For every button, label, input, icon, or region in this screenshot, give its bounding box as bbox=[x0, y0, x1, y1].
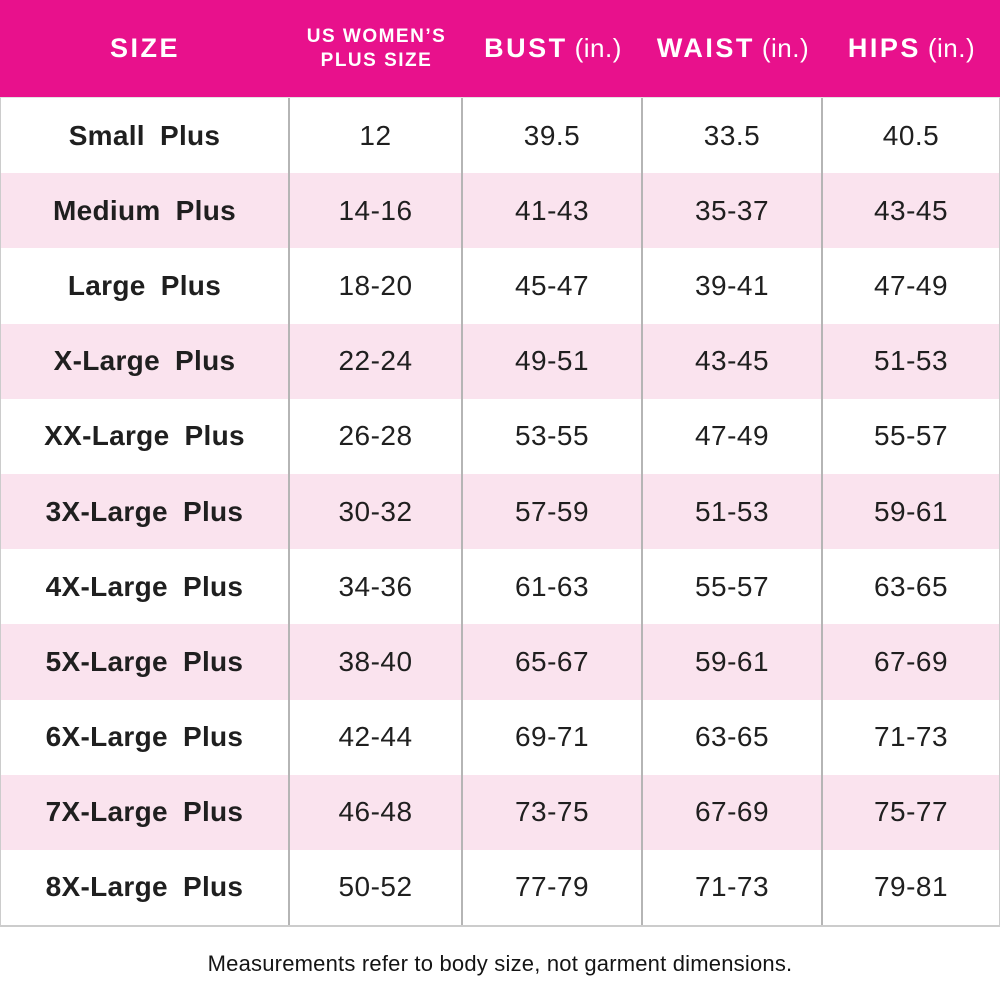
cell-us-plus-size: 30-32 bbox=[290, 473, 463, 550]
table-body: Small Plus 12 39.5 33.5 40.5 Medium Plus 14-16… bbox=[0, 97, 1000, 928]
header-waist-label: WAIST bbox=[656, 32, 755, 63]
table-row: 5X-Large Plus 38-40 65-67 59-61 67-69 bbox=[1, 624, 999, 700]
cell-waist: 39-41 bbox=[643, 248, 823, 324]
cell-waist: 51-53 bbox=[643, 473, 823, 550]
cell-hips: 67-69 bbox=[873, 645, 949, 677]
table-row: 4X-Large Plus 34-36 61-63 55-57 63-65 bbox=[1, 549, 999, 625]
header-cell-hips: HIPS (in.) bbox=[823, 32, 1000, 64]
header-hips-label: HIPS bbox=[847, 32, 921, 63]
cell-bust: 57-59 bbox=[463, 473, 643, 550]
cell-us-plus-size: 14-16 bbox=[290, 173, 463, 249]
header-us-plus-line2: PLUS SIZE bbox=[320, 49, 433, 71]
cell-waist: 33.5 bbox=[643, 98, 823, 174]
cell-bust: 77-79 bbox=[463, 849, 643, 926]
cell-us-plus-size: 46-48 bbox=[290, 774, 463, 850]
cell-us-plus-size: 12 bbox=[290, 98, 463, 174]
header-cell-bust: BUST (in.) bbox=[463, 32, 643, 64]
size-chart-table: SIZE US WOMEN’S PLUS SIZE BUST (in.) WAIS… bbox=[0, 0, 1000, 928]
cell-us-plus-size: 34-36 bbox=[290, 549, 463, 625]
table-row: XX-Large Plus 26-28 53-55 47-49 55-57 bbox=[1, 398, 999, 474]
cell-us-plus-size: 50-52 bbox=[290, 849, 463, 926]
cell-hips: 71-73 bbox=[873, 721, 949, 753]
cell-waist: 71-73 bbox=[643, 849, 823, 926]
cell-hips: 55-57 bbox=[873, 420, 949, 452]
cell-hips: 79-81 bbox=[873, 871, 949, 903]
cell-bust: 69-71 bbox=[463, 699, 643, 775]
header-size-label: SIZE bbox=[109, 32, 180, 63]
cell-bust: 45-47 bbox=[463, 248, 643, 324]
cell-us-plus-size: 18-20 bbox=[290, 248, 463, 324]
cell-size: 7X-Large Plus bbox=[1, 774, 290, 850]
cell-hips: 59-61 bbox=[873, 495, 949, 527]
cell-hips: 47-49 bbox=[873, 269, 949, 301]
cell-size: 5X-Large Plus bbox=[1, 624, 290, 700]
table-row: Small Plus 12 39.5 33.5 40.5 bbox=[1, 98, 999, 174]
cell-size: 3X-Large Plus bbox=[1, 473, 290, 550]
table-row: X-Large Plus 22-24 49-51 43-45 51-53 bbox=[1, 323, 999, 399]
cell-bust: 65-67 bbox=[463, 624, 643, 700]
footnote-text: Measurements refer to body size, not gar… bbox=[207, 951, 793, 977]
header-cell-waist: WAIST (in.) bbox=[643, 32, 823, 64]
table-row: 3X-Large Plus 30-32 57-59 51-53 59-61 bbox=[1, 473, 999, 550]
header-us-plus-line1: US WOMEN’S bbox=[306, 25, 447, 47]
header-hips-unit: (in.) bbox=[927, 32, 976, 63]
cell-waist: 67-69 bbox=[643, 774, 823, 850]
cell-size: XX-Large Plus bbox=[1, 398, 290, 474]
cell-waist: 59-61 bbox=[643, 624, 823, 700]
cell-waist: 43-45 bbox=[643, 323, 823, 399]
cell-waist: 63-65 bbox=[643, 699, 823, 775]
cell-bust: 49-51 bbox=[463, 323, 643, 399]
cell-size: 8X-Large Plus bbox=[1, 849, 290, 926]
cell-us-plus-size: 26-28 bbox=[290, 398, 463, 474]
cell-size: Large Plus bbox=[1, 248, 290, 324]
cell-waist: 47-49 bbox=[643, 398, 823, 474]
header-waist-unit: (in.) bbox=[761, 32, 810, 63]
cell-bust: 53-55 bbox=[463, 398, 643, 474]
cell-hips: 75-77 bbox=[873, 796, 949, 828]
cell-size: 6X-Large Plus bbox=[1, 699, 290, 775]
cell-waist: 35-37 bbox=[643, 173, 823, 249]
table-row: Large Plus 18-20 45-47 39-41 47-49 bbox=[1, 248, 999, 324]
cell-size: X-Large Plus bbox=[1, 323, 290, 399]
table-header-row: SIZE US WOMEN’S PLUS SIZE BUST (in.) WAIS… bbox=[0, 0, 1000, 97]
table-row: 7X-Large Plus 46-48 73-75 67-69 75-77 bbox=[1, 774, 999, 850]
header-cell-size: SIZE bbox=[0, 32, 290, 64]
cell-hips: 43-45 bbox=[873, 194, 949, 226]
cell-size: Medium Plus bbox=[1, 173, 290, 249]
table-row: 6X-Large Plus 42-44 69-71 63-65 71-73 bbox=[1, 699, 999, 775]
header-bust-unit: (in.) bbox=[574, 32, 622, 63]
header-bust-label: BUST bbox=[484, 32, 568, 63]
cell-hips: 51-53 bbox=[873, 345, 949, 377]
cell-bust: 61-63 bbox=[463, 549, 643, 625]
cell-size: 4X-Large Plus bbox=[1, 549, 290, 625]
cell-hips: 40.5 bbox=[882, 119, 940, 151]
table-row: Medium Plus 14-16 41-43 35-37 43-45 bbox=[1, 173, 999, 249]
cell-us-plus-size: 42-44 bbox=[290, 699, 463, 775]
cell-bust: 41-43 bbox=[463, 173, 643, 249]
cell-waist: 55-57 bbox=[643, 549, 823, 625]
cell-size: Small Plus bbox=[1, 98, 290, 174]
table-row: 8X-Large Plus 50-52 77-79 71-73 79-81 bbox=[1, 849, 999, 926]
cell-bust: 73-75 bbox=[463, 774, 643, 850]
header-cell-us-plus-size: US WOMEN’S PLUS SIZE bbox=[290, 25, 463, 73]
cell-us-plus-size: 38-40 bbox=[290, 624, 463, 700]
cell-bust: 39.5 bbox=[463, 98, 643, 174]
cell-us-plus-size: 22-24 bbox=[290, 323, 463, 399]
cell-hips: 63-65 bbox=[873, 570, 949, 602]
